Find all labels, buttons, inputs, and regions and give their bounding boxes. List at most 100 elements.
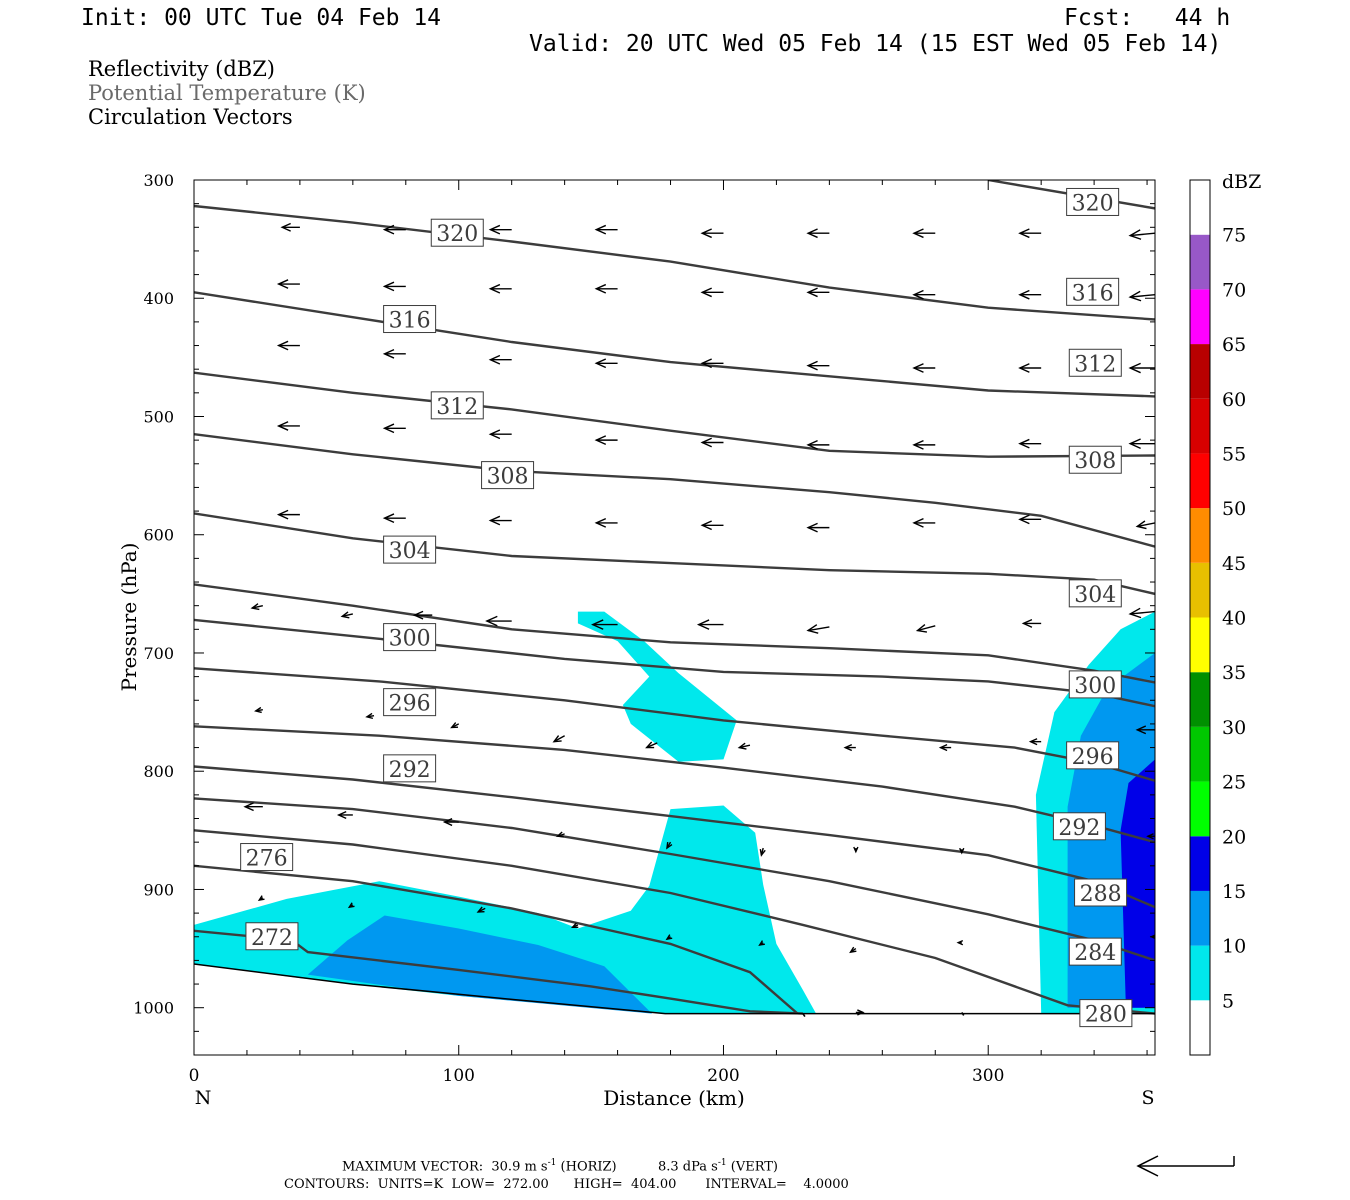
legend-circulation-vectors: Circulation Vectors <box>88 105 293 129</box>
theta-label-316: 316 <box>1066 277 1120 306</box>
svg-text:308: 308 <box>1074 449 1116 474</box>
theta-label-320: 320 <box>430 218 484 247</box>
circulation-vector <box>759 847 766 857</box>
theta-contour-288 <box>194 765 1155 909</box>
circulation-vector <box>645 741 658 749</box>
y-tick-label-300: 300 <box>143 171 174 190</box>
circulation-vector <box>176 416 194 424</box>
circulation-vector <box>276 279 300 289</box>
circulation-vector <box>594 358 618 369</box>
colorbar-label-40: 40 <box>1222 608 1246 630</box>
valid-time: Valid: 20 UTC Wed 05 Feb 14 (15 EST Wed … <box>529 31 1222 57</box>
colorbar-swatch-4 <box>1190 781 1210 837</box>
colorbar-swatch-0 <box>1190 1000 1210 1055</box>
y-tick-label-500: 500 <box>143 407 174 426</box>
circulation-vector <box>912 228 936 239</box>
circulation-vector <box>1018 289 1042 300</box>
circulation-vector <box>340 611 353 619</box>
y-tick-label-700: 700 <box>143 644 174 663</box>
circulation-vector <box>382 281 406 292</box>
circulation-vector <box>696 619 724 630</box>
circulation-vector <box>806 624 830 634</box>
circulation-vector <box>555 831 565 838</box>
svg-text:300: 300 <box>389 627 431 652</box>
colorbar-title: dBZ <box>1222 171 1261 193</box>
svg-text:288: 288 <box>1080 882 1122 907</box>
colorbar-label-15: 15 <box>1222 881 1246 903</box>
y-tick-label-600: 600 <box>143 526 174 545</box>
circulation-vector <box>488 283 512 294</box>
circulation-vector <box>594 518 618 528</box>
circulation-vector <box>1018 363 1042 373</box>
circulation-vector <box>700 520 724 531</box>
theta-contour-312 <box>194 433 1155 548</box>
colorbar-label-60: 60 <box>1222 389 1246 411</box>
svg-text:284: 284 <box>1074 941 1116 966</box>
circulation-vector <box>276 421 300 431</box>
x-axis-label: Distance (km) <box>603 1086 745 1110</box>
forecast-hour: Fcst: 44 h <box>1064 5 1231 31</box>
circulation-vector <box>1018 228 1042 239</box>
colorbar-label-65: 65 <box>1222 334 1246 356</box>
colorbar-swatch-7 <box>1190 617 1210 673</box>
circulation-vector <box>1128 229 1155 240</box>
circulation-vector <box>276 509 300 520</box>
theta-label-272: 272 <box>245 922 299 951</box>
circulation-vector <box>912 439 936 450</box>
colorbar-swatch-8 <box>1190 562 1210 618</box>
x-tick-label-0: 0 <box>189 1066 200 1086</box>
circulation-vector <box>938 743 952 752</box>
circulation-vector <box>336 810 353 819</box>
theta-label-288: 288 <box>1074 878 1128 907</box>
circulation-vector <box>591 619 618 630</box>
colorbar-label-70: 70 <box>1222 279 1246 301</box>
x-end-label-left: N <box>195 1087 212 1109</box>
theta-contour-316 <box>194 371 1155 458</box>
circulation-vector <box>806 228 830 239</box>
circulation-vector <box>802 1013 806 1018</box>
x-tick-label-100: 100 <box>443 1066 475 1086</box>
circulation-vector <box>666 841 673 850</box>
circulation-vector <box>243 802 263 812</box>
circulation-vector <box>1021 618 1042 628</box>
circulation-vector <box>1146 833 1155 840</box>
svg-text:296: 296 <box>1072 745 1114 770</box>
svg-text:308: 308 <box>487 465 529 490</box>
circulation-vector <box>176 336 194 344</box>
colorbar-label-10: 10 <box>1222 936 1246 958</box>
theta-label-296: 296 <box>383 688 437 717</box>
svg-text:296: 296 <box>389 692 431 717</box>
circulation-vector <box>488 429 512 440</box>
svg-text:280: 280 <box>1085 1003 1127 1028</box>
circulation-vector <box>276 340 300 351</box>
circulation-vector <box>1128 290 1155 302</box>
theta-contour-304 <box>194 583 1155 684</box>
circulation-vector <box>700 287 724 298</box>
colorbar-swatch-6 <box>1190 672 1210 727</box>
colorbar-frame <box>1189 179 1211 1056</box>
circulation-vector <box>485 615 512 627</box>
colorbar-label-55: 55 <box>1222 443 1246 465</box>
theta-label-308: 308 <box>481 461 535 490</box>
circulation-vector <box>855 1009 865 1016</box>
colorbar-swatch-11 <box>1190 398 1210 454</box>
circulation-vector <box>1128 438 1155 449</box>
svg-text:292: 292 <box>389 758 431 783</box>
terrain-line <box>194 963 1155 1015</box>
circulation-vector <box>700 358 724 369</box>
plot-frame <box>193 179 1156 1056</box>
colorbar-label-25: 25 <box>1222 772 1246 794</box>
circulation-vector <box>382 348 406 359</box>
circulation-vector <box>758 940 765 946</box>
circulation-vector <box>737 742 751 750</box>
circulation-vector <box>254 706 263 714</box>
colorbar-label-20: 20 <box>1222 826 1246 848</box>
colorbar-swatch-9 <box>1190 508 1210 563</box>
svg-text:312: 312 <box>436 395 478 420</box>
circulation-vector <box>347 902 355 909</box>
colorbar-label-50: 50 <box>1222 498 1246 520</box>
theta-label-308: 308 <box>1068 445 1122 474</box>
colorbar-swatch-13 <box>1190 289 1210 345</box>
theta-contour-276 <box>194 864 799 1015</box>
